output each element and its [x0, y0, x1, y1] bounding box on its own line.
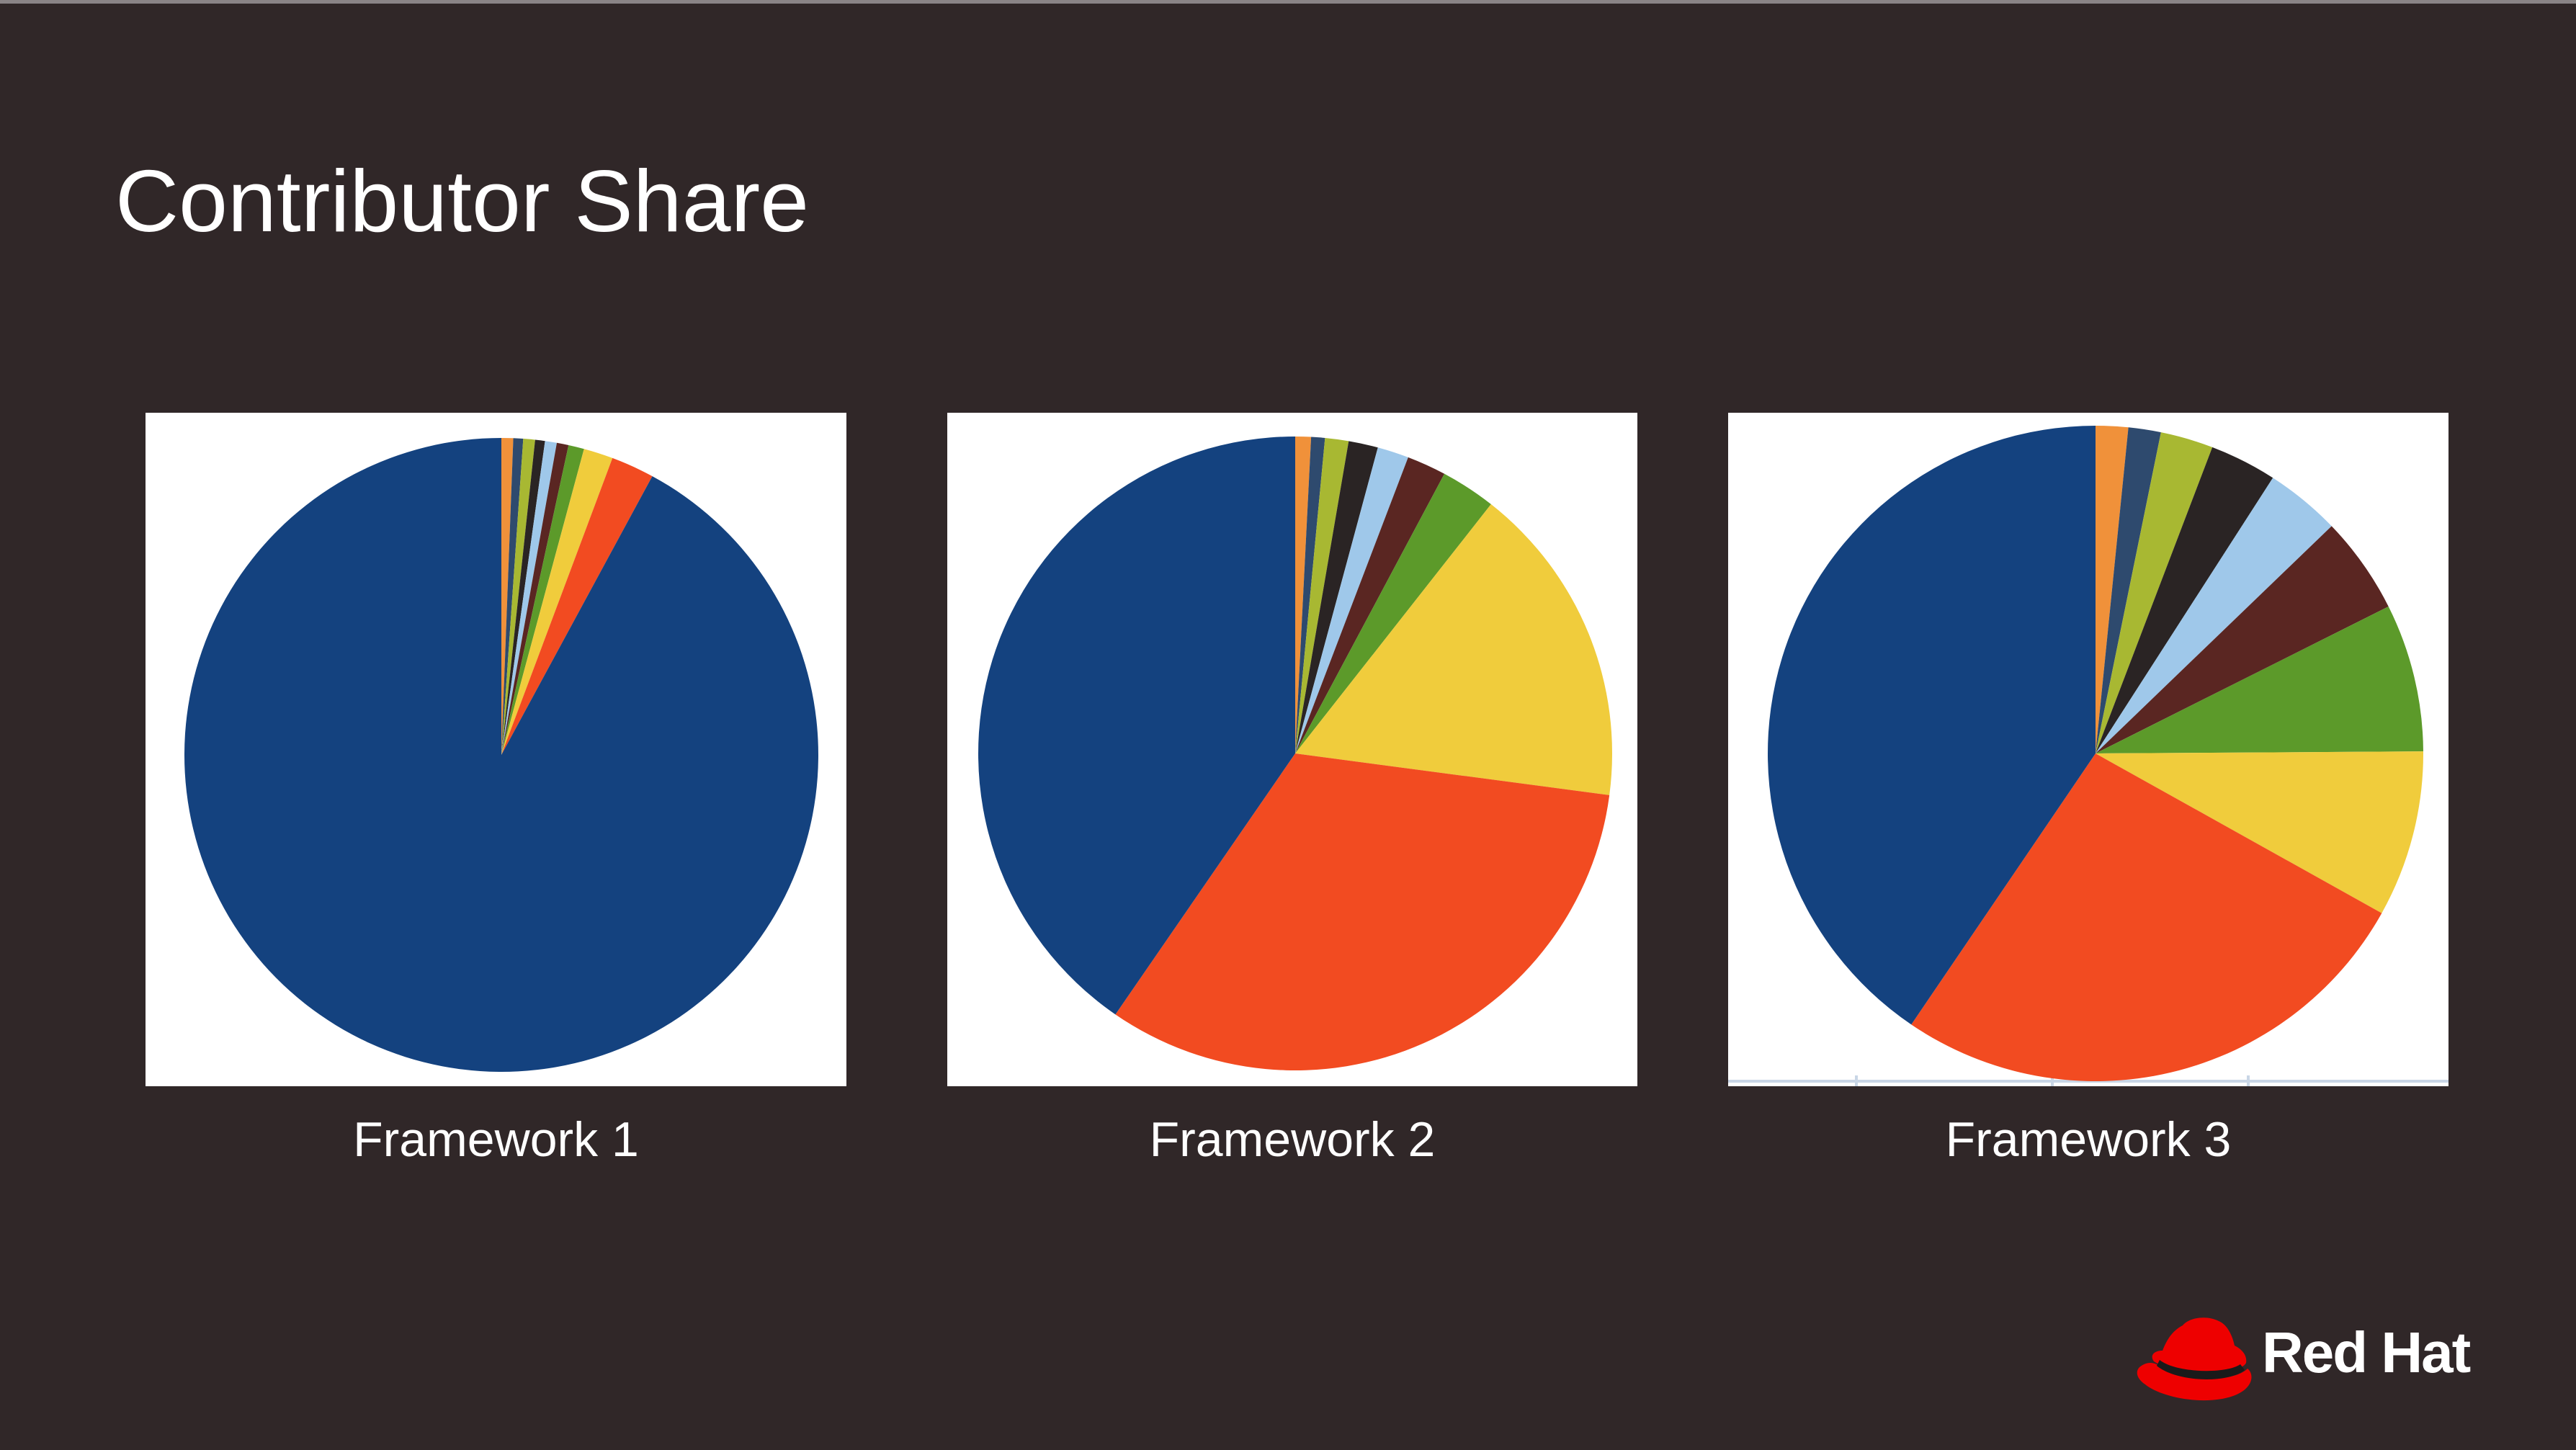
top-divider: [0, 0, 2576, 4]
pie-slice: [184, 438, 818, 1072]
pie-chart-framework-2: [978, 437, 1613, 1071]
chart-label-framework-3: Framework 3: [1945, 1112, 2232, 1167]
pie-slice: [2096, 606, 2423, 753]
pie-slice: [2096, 526, 2389, 753]
pie-slice: [501, 439, 535, 755]
pie-slice: [978, 437, 1295, 1015]
pie-slice: [2096, 432, 2213, 753]
pie-slice: [1295, 473, 1491, 753]
pie-slice: [1295, 437, 1312, 753]
pie-slice: [1115, 753, 1610, 1071]
chart-panel-3: [1728, 413, 2448, 1086]
pie-slice: [1295, 447, 1408, 753]
slide-title: Contributor Share: [115, 152, 809, 250]
chart-label-framework-1: Framework 1: [353, 1112, 639, 1167]
brand-name: Red Hat: [2262, 1320, 2471, 1384]
pie-slice: [2096, 751, 2423, 913]
pie-slice: [501, 439, 545, 755]
chart-label-framework-2: Framework 2: [1149, 1112, 1436, 1167]
chart-panel-2: [947, 413, 1637, 1086]
pie-slice: [501, 449, 613, 755]
pie-slice: [501, 445, 584, 755]
pie-slice: [501, 438, 514, 755]
pie-slice: [2096, 426, 2129, 753]
pie-slice: [2096, 478, 2332, 753]
chart-panel-1: [146, 413, 846, 1086]
pie-slice: [1768, 426, 2096, 1025]
pie-slice: [1295, 457, 1445, 753]
pie-slice: [501, 441, 558, 755]
pie-slice: [501, 438, 524, 755]
pie-slice: [1295, 441, 1378, 753]
pie-slice: [501, 457, 653, 755]
pie-slice: [1295, 437, 1349, 753]
pie-slice: [1911, 753, 2382, 1081]
red-hat-logo-icon: [2137, 1317, 2252, 1401]
pie-chart-framework-3: [1728, 426, 2448, 1086]
pie-slice: [1295, 504, 1613, 795]
pie-slice: [501, 442, 569, 755]
pie-slice: [2096, 447, 2273, 753]
pie-slice: [1295, 437, 1325, 753]
pie-slice: [2096, 427, 2161, 753]
pie-chart-framework-1: [184, 438, 818, 1072]
